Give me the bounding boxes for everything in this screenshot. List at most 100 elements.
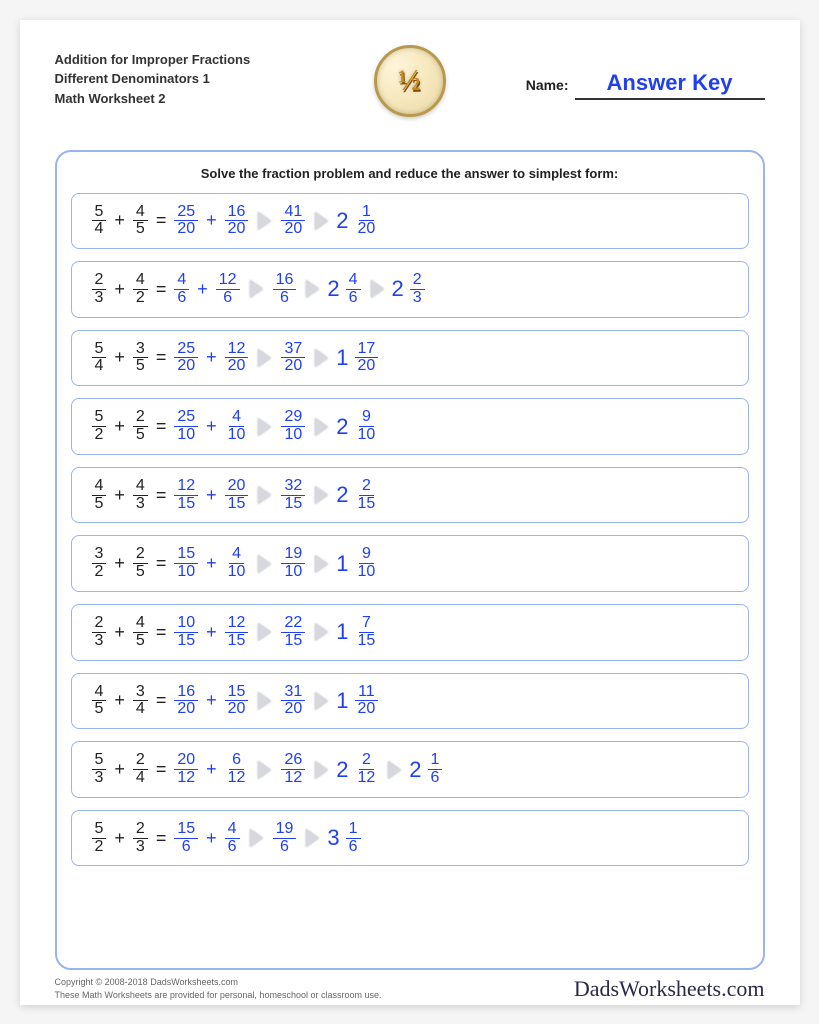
fraction: 1620 bbox=[174, 684, 198, 719]
fraction: 120 bbox=[355, 204, 379, 239]
fraction: 2510 bbox=[174, 409, 198, 444]
problem-row: 45+34=1620+1520312011120 bbox=[71, 673, 749, 730]
fraction: 1120 bbox=[355, 684, 379, 719]
fraction: 2520 bbox=[174, 341, 198, 376]
fraction: 2015 bbox=[225, 478, 249, 513]
fraction: 1910 bbox=[281, 546, 305, 581]
problem-row: 54+35=2520+1220372011720 bbox=[71, 330, 749, 387]
fraction: 16 bbox=[428, 752, 443, 787]
fraction: 1220 bbox=[225, 341, 249, 376]
mixed-number: 216 bbox=[409, 752, 444, 787]
fraction: 25 bbox=[133, 546, 148, 581]
plus-op: + bbox=[197, 279, 208, 300]
plus-op: + bbox=[114, 622, 125, 643]
footer: Copyright © 2008-2018 DadsWorksheets.com… bbox=[55, 976, 765, 1002]
fraction: 910 bbox=[355, 409, 379, 444]
problem-row: 23+42=46+126166246223 bbox=[71, 261, 749, 318]
plus-op: + bbox=[206, 210, 217, 231]
equals-op: = bbox=[156, 828, 167, 849]
plus-op: + bbox=[114, 553, 125, 574]
fraction: 1620 bbox=[225, 204, 249, 239]
arrow-icon bbox=[315, 692, 328, 710]
instructions: Solve the fraction problem and reduce th… bbox=[71, 166, 749, 181]
name-label: Name: bbox=[526, 77, 569, 93]
fraction: 24 bbox=[133, 752, 148, 787]
problem-row: 23+45=1015+121522151715 bbox=[71, 604, 749, 661]
plus-op: + bbox=[114, 279, 125, 300]
plus-op: + bbox=[206, 416, 217, 437]
mixed-number: 11120 bbox=[336, 684, 380, 719]
fraction: 25 bbox=[133, 409, 148, 444]
plus-op: + bbox=[114, 759, 125, 780]
arrow-icon bbox=[306, 280, 319, 298]
fraction: 43 bbox=[133, 478, 148, 513]
arrow-icon bbox=[315, 486, 328, 504]
header: Addition for Improper Fractions Differen… bbox=[55, 50, 765, 140]
fraction: 2012 bbox=[174, 752, 198, 787]
fraction: 196 bbox=[273, 821, 297, 856]
fraction: 54 bbox=[92, 204, 107, 239]
arrow-icon bbox=[258, 486, 271, 504]
fraction: 212 bbox=[355, 752, 379, 787]
arrow-icon bbox=[315, 555, 328, 573]
problem-row: 53+24=2012+61226122212216 bbox=[71, 741, 749, 798]
fraction: 4120 bbox=[281, 204, 305, 239]
plus-op: + bbox=[206, 622, 217, 643]
problem-row: 52+25=2510+41029102910 bbox=[71, 398, 749, 455]
name-block: Name: Answer Key bbox=[526, 70, 765, 100]
title-block: Addition for Improper Fractions Differen… bbox=[55, 50, 315, 109]
worksheet-page: Addition for Improper Fractions Differen… bbox=[20, 20, 800, 1005]
fraction: 23 bbox=[92, 615, 107, 650]
fraction: 3120 bbox=[281, 684, 305, 719]
title-line-3: Math Worksheet 2 bbox=[55, 89, 315, 109]
arrow-icon bbox=[315, 623, 328, 641]
fraction: 42 bbox=[133, 272, 148, 307]
fraction: 23 bbox=[92, 272, 107, 307]
equals-op: = bbox=[156, 485, 167, 506]
fraction: 1015 bbox=[174, 615, 198, 650]
fraction: 215 bbox=[355, 478, 379, 513]
arrow-icon bbox=[315, 761, 328, 779]
copyright: Copyright © 2008-2018 DadsWorksheets.com bbox=[55, 976, 382, 989]
fraction: 23 bbox=[410, 272, 425, 307]
badge-text: ½ bbox=[398, 63, 422, 98]
problem-row: 54+45=2520+162041202120 bbox=[71, 193, 749, 250]
plus-op: + bbox=[206, 759, 217, 780]
arrow-icon bbox=[258, 349, 271, 367]
fraction: 2612 bbox=[281, 752, 305, 787]
plus-op: + bbox=[206, 347, 217, 368]
mixed-number: 316 bbox=[327, 821, 362, 856]
mixed-number: 246 bbox=[327, 272, 362, 307]
fraction: 45 bbox=[133, 204, 148, 239]
equals-op: = bbox=[156, 347, 167, 368]
arrow-icon bbox=[306, 829, 319, 847]
plus-op: + bbox=[114, 210, 125, 231]
mixed-number: 223 bbox=[392, 272, 427, 307]
mixed-number: 2215 bbox=[336, 478, 380, 513]
fraction: 612 bbox=[225, 752, 249, 787]
mixed-number: 2910 bbox=[336, 409, 380, 444]
fraction: 1510 bbox=[174, 546, 198, 581]
fraction: 54 bbox=[92, 341, 107, 376]
equals-op: = bbox=[156, 759, 167, 780]
arrow-icon bbox=[258, 761, 271, 779]
fraction: 35 bbox=[133, 341, 148, 376]
fraction: 46 bbox=[346, 272, 361, 307]
name-value: Answer Key bbox=[575, 70, 765, 100]
mixed-number: 2212 bbox=[336, 752, 380, 787]
fraction: 2215 bbox=[281, 615, 305, 650]
badge-wrap: ½ bbox=[374, 45, 446, 117]
fraction: 3215 bbox=[281, 478, 305, 513]
fraction: 52 bbox=[92, 409, 107, 444]
arrow-icon bbox=[250, 829, 263, 847]
arrow-icon bbox=[315, 349, 328, 367]
fraction-badge-icon: ½ bbox=[374, 45, 446, 117]
arrow-icon bbox=[388, 761, 401, 779]
fraction: 45 bbox=[92, 478, 107, 513]
mixed-number: 1715 bbox=[336, 615, 380, 650]
plus-op: + bbox=[114, 416, 125, 437]
arrow-icon bbox=[315, 418, 328, 436]
plus-op: + bbox=[114, 485, 125, 506]
arrow-icon bbox=[258, 623, 271, 641]
arrow-icon bbox=[371, 280, 384, 298]
